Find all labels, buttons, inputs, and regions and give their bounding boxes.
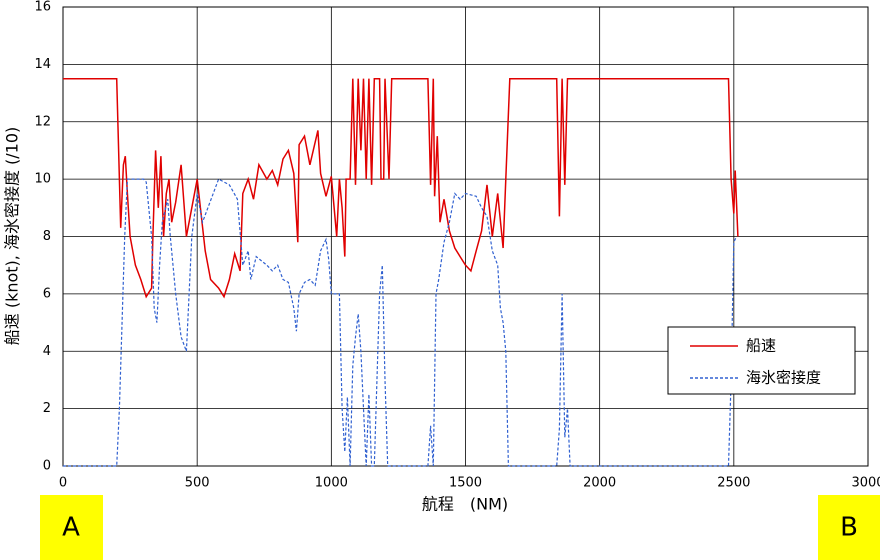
annotation: A <box>62 513 80 543</box>
x-tick-label: 2500 <box>717 476 750 491</box>
x-axis-title: 航程 (NM) <box>422 495 508 514</box>
y-tick-label: 4 <box>43 344 51 359</box>
x-tick-label: 500 <box>185 476 210 491</box>
y-tick-label: 12 <box>34 114 51 129</box>
y-tick-label: 8 <box>43 229 51 244</box>
x-tick-label: 3000 <box>851 476 880 491</box>
legend-label: 海氷密接度 <box>746 369 821 387</box>
annotation-box <box>40 495 103 560</box>
y-tick-label: 0 <box>43 459 51 474</box>
legend-label: 船速 <box>746 337 776 355</box>
x-tick-label: 1000 <box>315 476 348 491</box>
x-tick-label: 0 <box>59 476 67 491</box>
annotation-box <box>818 495 880 560</box>
y-axis-title: 船速 (knot), 海氷密接度 (/10) <box>3 127 22 346</box>
y-tick-label: 10 <box>34 172 51 187</box>
y-tick-label: 2 <box>43 401 51 416</box>
x-tick-label: 2000 <box>583 476 616 491</box>
legend-box <box>667 326 856 395</box>
x-tick-label: 1500 <box>449 476 482 491</box>
y-tick-label: 14 <box>34 57 51 72</box>
y-tick-label: 6 <box>43 286 51 301</box>
series-line <box>63 178 738 467</box>
y-tick-label: 16 <box>34 0 51 15</box>
annotation: B <box>840 513 858 543</box>
